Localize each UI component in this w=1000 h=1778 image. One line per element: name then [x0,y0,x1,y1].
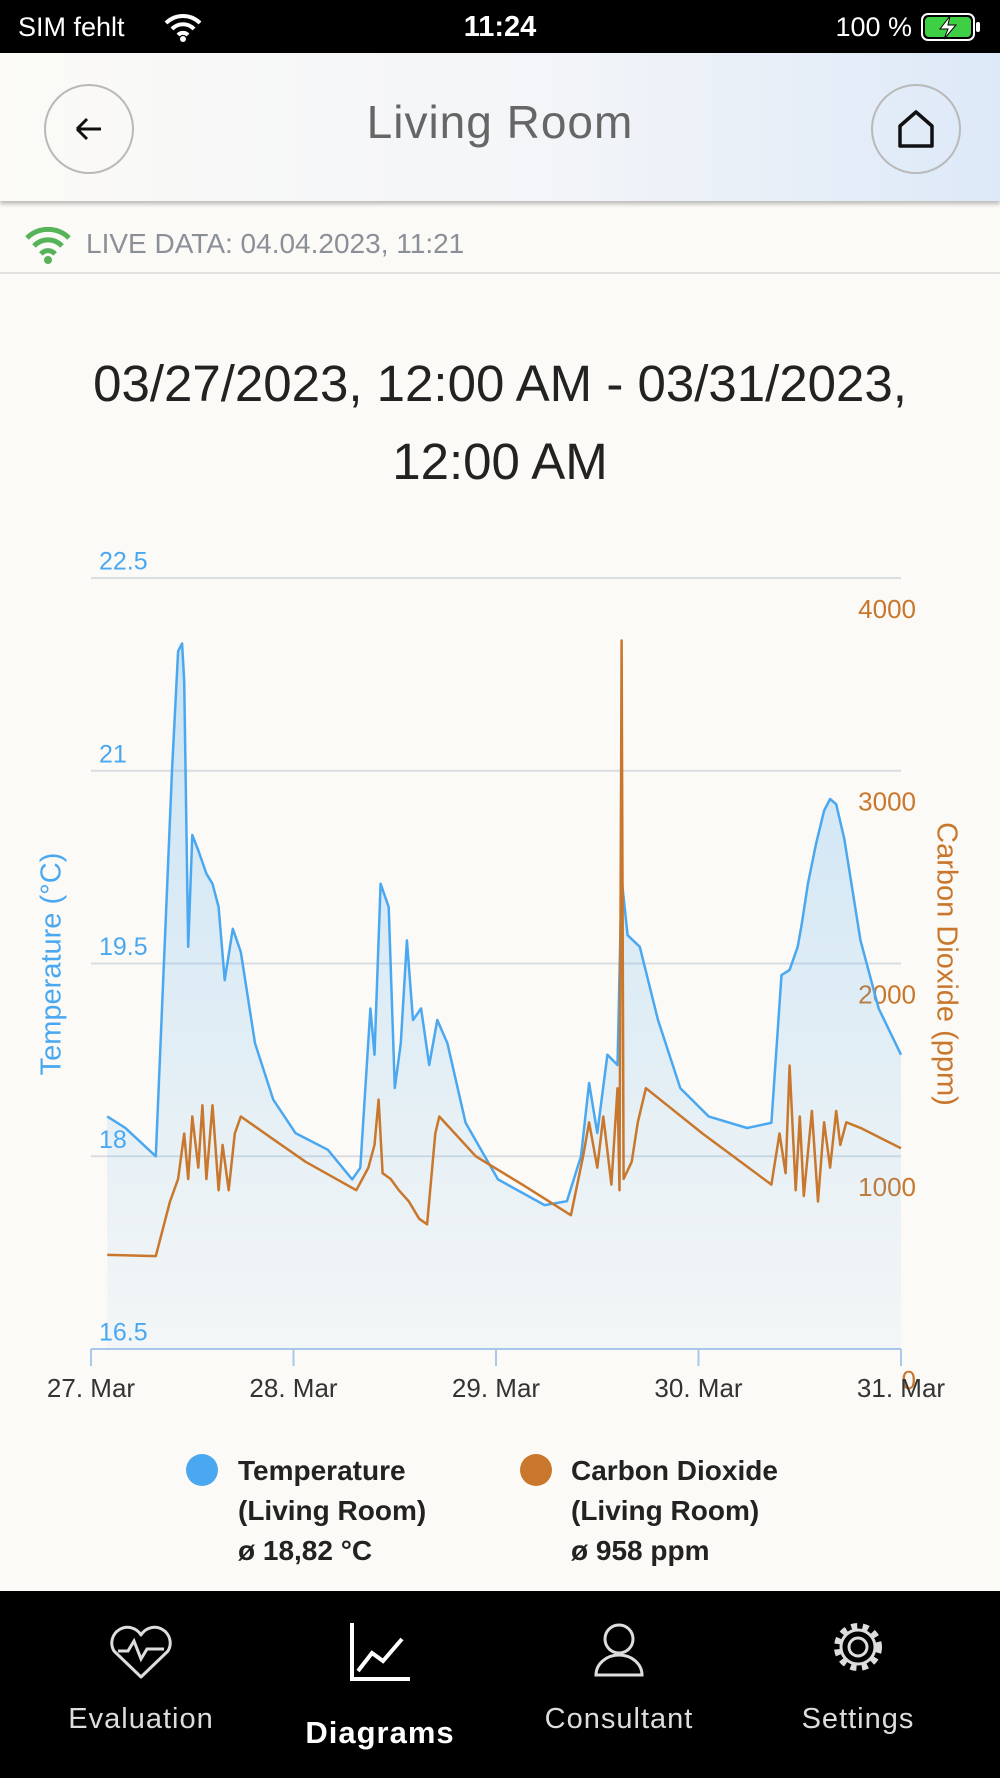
tab-label[interactable]: Consultant [544,1703,694,1735]
y-tick-label: 19.5 [99,933,148,961]
carrier: SIM fehlt [18,12,125,42]
y2-tick-label: 4000 [858,594,916,624]
home-button[interactable] [871,84,961,174]
line [106,642,903,1207]
y-axis-title: Temperature (°C) [36,853,68,1076]
divider [0,272,1000,274]
date-range: 03/27/2023, 12:00 AM - 03/31/2023, 12:00… [93,355,907,490]
tab-label[interactable]: Evaluation [68,1703,214,1735]
wifi-icon [164,13,202,42]
legend-label: Carbon Dioxide (Living Room) [571,1455,778,1526]
y2-tick-label: 0 [902,1365,916,1395]
y2-tick-label: 3000 [858,787,916,817]
legend-dot [520,1454,552,1486]
tab-label[interactable]: Settings [801,1703,915,1735]
status-bar: SIM fehlt 11:24 100 % [0,0,1000,53]
legend-dot [186,1454,218,1486]
x-tick-label: 27. Mar [47,1373,135,1403]
line [107,639,902,1258]
x-tick-label: 31. Mar [857,1373,945,1403]
y2-axis-title: Carbon Dioxide (ppm) [930,822,962,1106]
battery-level: 100 % [835,12,912,42]
back-button[interactable] [44,84,134,174]
tab-icons [110,1623,882,1681]
tab-bar: Evaluation Diagrams Consultant Settings [0,1591,1000,1778]
legend-entry: Temperature (Living Room) ø 18,82 °C [238,1451,478,1571]
tab-label[interactable]: Diagrams [305,1715,455,1750]
home-icon [898,110,934,148]
page-title: Living Room [366,96,634,148]
back-icon [75,117,101,141]
live-data: LIVE DATA: 04.04.2023, 11:21 [86,228,465,259]
legend-entry: Carbon Dioxide (Living Room) ø 958 ppm [571,1451,831,1571]
legend-average: ø 958 ppm [571,1535,710,1566]
legend-average: ø 18,82 °C [238,1535,373,1566]
legend-label: Temperature (Living Room) [238,1455,427,1526]
battery-icon [921,13,980,41]
x-tick-label: 28. Mar [249,1373,337,1403]
area [107,643,901,1349]
y-tick-label: 22.5 [99,548,148,576]
x-tick-label: 29. Mar [452,1373,540,1403]
x-tick-label: 30. Mar [654,1373,742,1403]
y-tick-label: 21 [99,740,127,768]
clock: 11:24 [463,11,537,43]
live-wifi-icon [25,226,71,264]
header: Living Room [0,53,1000,201]
